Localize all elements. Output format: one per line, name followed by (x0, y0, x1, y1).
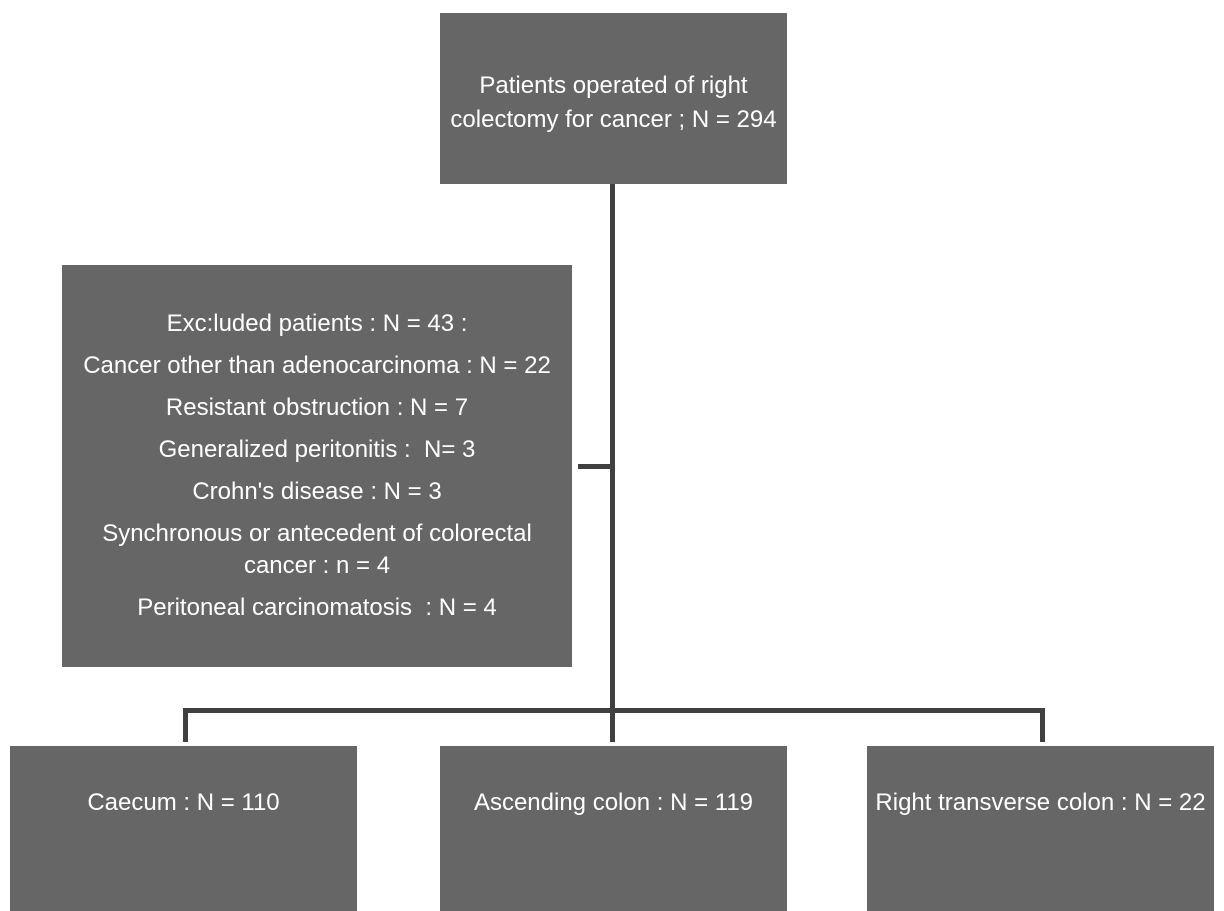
exclusion-reason-carcinomatosis: Peritoneal carcinomatosis : N = 4 (137, 594, 497, 621)
exclusion-reason-peritonitis: Generalized peritonitis : N= 3 (158, 436, 476, 463)
exclusion-reason-adenocarcinoma: Cancer other than adenocarcinoma : N = 2… (83, 352, 551, 379)
group-box-ascending-colon: Ascending colon : N = 119 (440, 746, 787, 911)
excluded-patients-box: Exc:luded patients : N = 43 : Cancer oth… (62, 265, 572, 667)
exclusion-reason-crohns: Crohn's disease : N = 3 (192, 478, 442, 505)
exclusion-reason-obstruction: Resistant obstruction : N = 7 (165, 394, 469, 421)
caecum-drop-connector-line (183, 708, 188, 742)
group-label-right-transverse-colon: Right transverse colon : N = 22 (875, 789, 1206, 816)
exclusion-connector-line (578, 464, 612, 469)
root-box-label: Patients operated of right colectomy for… (450, 71, 777, 133)
exclusion-reason-colorectal-cancer: Synchronous or antecedent of colorectal … (102, 520, 539, 579)
main-connector-line (610, 184, 615, 742)
root-box: Patients operated of right colectomy for… (440, 13, 787, 184)
group-box-caecum: Caecum : N = 110 (10, 746, 357, 911)
groups-bus-connector-line (183, 708, 1045, 713)
group-label-caecum: Caecum : N = 110 (87, 789, 280, 816)
group-label-ascending-colon: Ascending colon : N = 119 (473, 789, 754, 816)
excluded-heading: Exc:luded patients : N = 43 : (166, 310, 468, 337)
transverse-drop-connector-line (1040, 708, 1045, 742)
group-box-right-transverse-colon: Right transverse colon : N = 22 (867, 746, 1214, 911)
